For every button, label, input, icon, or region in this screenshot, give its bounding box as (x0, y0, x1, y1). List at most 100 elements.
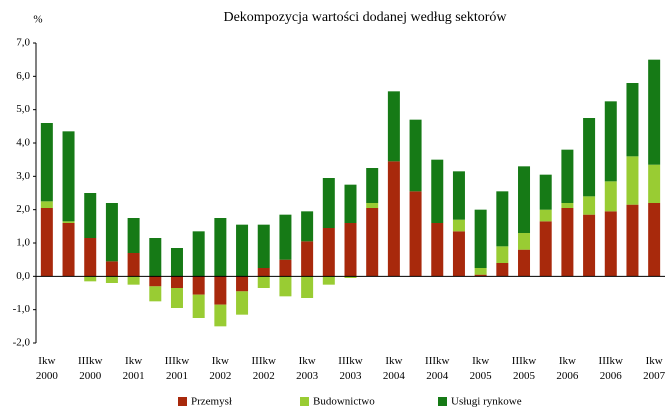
bar-segment (474, 268, 487, 275)
bar-segment (604, 181, 617, 212)
bar-segment (344, 223, 357, 277)
bar-segment (105, 276, 118, 283)
bar-segment (62, 223, 75, 277)
bar-segment (149, 238, 162, 277)
bar-segment (366, 203, 379, 208)
bar-segment (583, 214, 596, 277)
bar-segment (192, 276, 205, 295)
bar-segment (322, 178, 335, 228)
bar-segment (236, 224, 249, 277)
x-tick-label: Ikw 2000 (36, 355, 59, 382)
bar-segment (583, 118, 596, 197)
bar-segment (105, 203, 118, 262)
y-tick-label: 3,0 (16, 170, 30, 182)
bar-segment (236, 291, 249, 315)
legend-swatch (300, 397, 309, 406)
bar-segment (409, 119, 422, 192)
bar-segment (301, 241, 314, 277)
bar-segment (344, 276, 357, 278)
bar-segment (518, 249, 531, 277)
bar-segment (604, 101, 617, 182)
bar-segment (127, 218, 140, 253)
y-tick-label: 0,0 (16, 270, 30, 282)
bar-segment (496, 246, 509, 263)
bar-segment (279, 276, 292, 297)
bar-segment (561, 203, 574, 208)
bar-segment (301, 276, 314, 298)
bar-segment (539, 209, 552, 222)
bar-segment (40, 201, 53, 208)
x-tick-label: Ikw 2003 (296, 355, 319, 382)
bar-segment (561, 208, 574, 277)
bar-segment (366, 168, 379, 203)
x-tick-label: Ikw 2004 (383, 355, 406, 382)
bar-segment (452, 231, 465, 277)
bar-segment (344, 184, 357, 223)
bar-segment (214, 218, 227, 277)
y-tick-label: 6,0 (16, 70, 30, 82)
x-tick-label: IIIkw 2004 (425, 355, 449, 382)
bar-segment (648, 164, 661, 203)
bar-segment (431, 223, 444, 277)
bar-segment (409, 191, 422, 277)
bar-segment (105, 261, 118, 277)
bar-segment (84, 238, 97, 277)
bar-segment (257, 268, 270, 277)
bar-segment (604, 211, 617, 277)
legend-swatch (178, 397, 187, 406)
bar-segment (40, 123, 53, 202)
bar-segment (192, 294, 205, 318)
bar-segment (518, 166, 531, 233)
bar-segment (214, 304, 227, 327)
bar-segment (626, 83, 639, 157)
bar-segment (279, 214, 292, 260)
bar-segment (387, 91, 400, 162)
bar-segment (257, 276, 270, 288)
legend-swatch (438, 397, 447, 406)
bar-segment (474, 209, 487, 268)
x-tick-label: IIIkw 2002 (252, 355, 276, 382)
legend-label: Budownictwo (313, 396, 375, 407)
bar-segment (496, 263, 509, 277)
bar-segment (518, 233, 531, 250)
bar-segment (170, 276, 183, 288)
bar-segment (62, 221, 75, 223)
y-tick-label: -2,0 (13, 337, 31, 349)
x-tick-label: Ikw 2002 (209, 355, 231, 382)
bar-segment (149, 276, 162, 287)
bar-segment (40, 208, 53, 277)
bar-segment (496, 191, 509, 247)
bar-segment (301, 211, 314, 242)
bar-segment (84, 276, 97, 282)
bar-segment (452, 219, 465, 232)
x-tick-label: IIIkw 2001 (165, 355, 189, 382)
bar-segment (192, 231, 205, 277)
bar-segment (62, 131, 75, 222)
y-tick-label: -1,0 (13, 303, 31, 315)
bar-segment (561, 149, 574, 203)
bar-segment (539, 221, 552, 277)
bar-segment (214, 276, 227, 305)
y-tick-label: 5,0 (16, 103, 30, 115)
bar-segment (648, 203, 661, 277)
bar-segment (539, 174, 552, 210)
bar-segment (127, 253, 140, 277)
bar-segment (322, 276, 335, 285)
bar-segment (626, 204, 639, 277)
bar-segment (170, 248, 183, 277)
y-tick-label: 1,0 (16, 237, 30, 249)
bar-segment (626, 156, 639, 205)
bar-segment (452, 171, 465, 220)
bar-segment (431, 159, 444, 223)
y-tick-label: 2,0 (16, 203, 30, 215)
chart-title: Dekompozycja wartości dodanej według sek… (223, 10, 507, 25)
bar-segment (279, 259, 292, 277)
x-tick-label: IIIkw 2005 (512, 355, 536, 382)
x-tick-label: Ikw 2007 (643, 355, 666, 382)
bar-segment (583, 196, 596, 215)
bar-segment (170, 288, 183, 308)
bar-segment (322, 228, 335, 277)
bar-segment (149, 286, 162, 302)
bar-segment (127, 276, 140, 285)
